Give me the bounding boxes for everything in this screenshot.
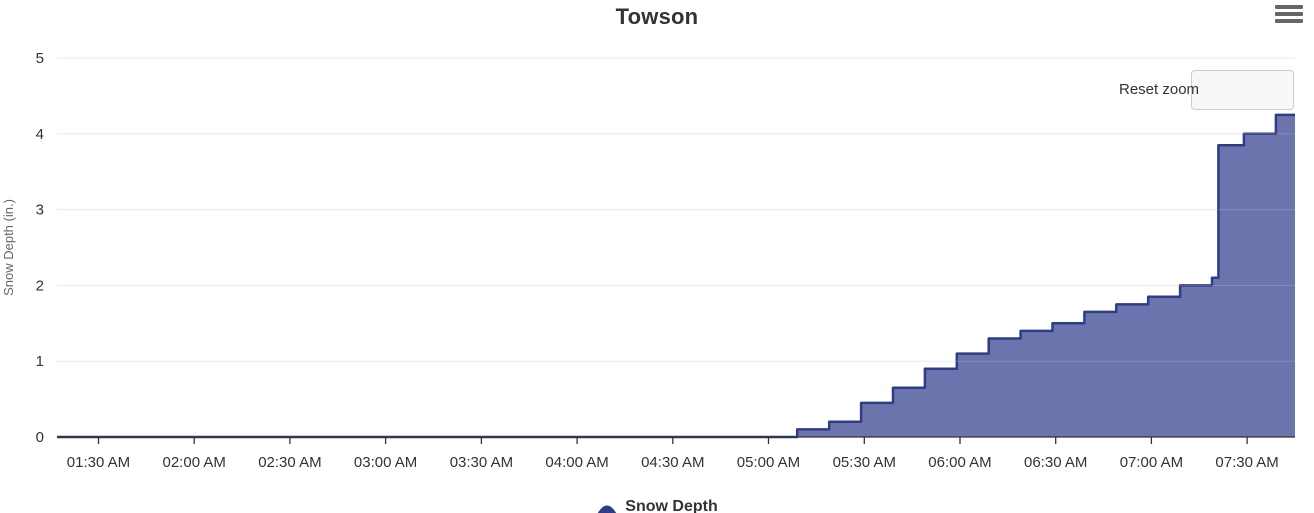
y-axis-title: Snow Depth (in.) <box>1 199 16 296</box>
reset-zoom-button[interactable] <box>1191 70 1294 110</box>
x-tick-label: 04:00 AM <box>545 454 608 471</box>
snow-depth-area <box>57 114 1295 438</box>
x-tick-label: 06:30 AM <box>1024 454 1087 471</box>
x-tick-label: 05:30 AM <box>833 454 896 471</box>
context-menu-button[interactable] <box>1275 5 1303 23</box>
y-tick-label: 1 <box>36 353 44 370</box>
hamburger-icon <box>1275 5 1303 9</box>
x-tick-label: 03:30 AM <box>450 454 513 471</box>
snow-depth-series <box>57 57 1295 439</box>
x-axis: 01:30 AM 02:00 AM 02:30 AM 03:00 AM 03:30 AM… <box>57 436 1295 471</box>
y-axis: 0 1 2 3 4 5 Snow Depth (in.) <box>1 50 44 446</box>
x-tick-label: 07:00 AM <box>1120 454 1183 471</box>
legend-item-snow-depth[interactable]: Snow Depth <box>596 498 718 513</box>
x-tick-label: 07:30 AM <box>1215 454 1278 471</box>
legend: Snow Depth <box>0 498 1314 513</box>
y-tick-label: 3 <box>36 202 44 219</box>
y-tick-label: 2 <box>36 277 44 294</box>
y-tick-label: 5 <box>36 50 44 67</box>
x-tick-label: 04:30 AM <box>641 454 704 471</box>
area-series-icon <box>598 505 617 513</box>
y-tick-label: 4 <box>36 126 44 143</box>
x-tick-label: 05:00 AM <box>737 454 800 471</box>
x-tick-label: 01:30 AM <box>67 454 130 471</box>
x-tick-label: 02:00 AM <box>163 454 226 471</box>
legend-label: Snow Depth <box>625 498 718 513</box>
x-tick-label: 06:00 AM <box>928 454 991 471</box>
reset-zoom-label[interactable]: Reset zoom <box>1119 81 1200 98</box>
x-tick-label: 03:00 AM <box>354 454 417 471</box>
y-tick-label: 0 <box>36 429 44 446</box>
chart-title: Towson <box>615 4 699 29</box>
x-tick-label: 02:30 AM <box>258 454 321 471</box>
snow-depth-line <box>57 113 1295 439</box>
